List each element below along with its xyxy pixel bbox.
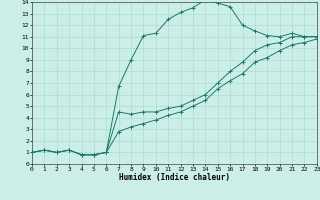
X-axis label: Humidex (Indice chaleur): Humidex (Indice chaleur) — [119, 173, 230, 182]
